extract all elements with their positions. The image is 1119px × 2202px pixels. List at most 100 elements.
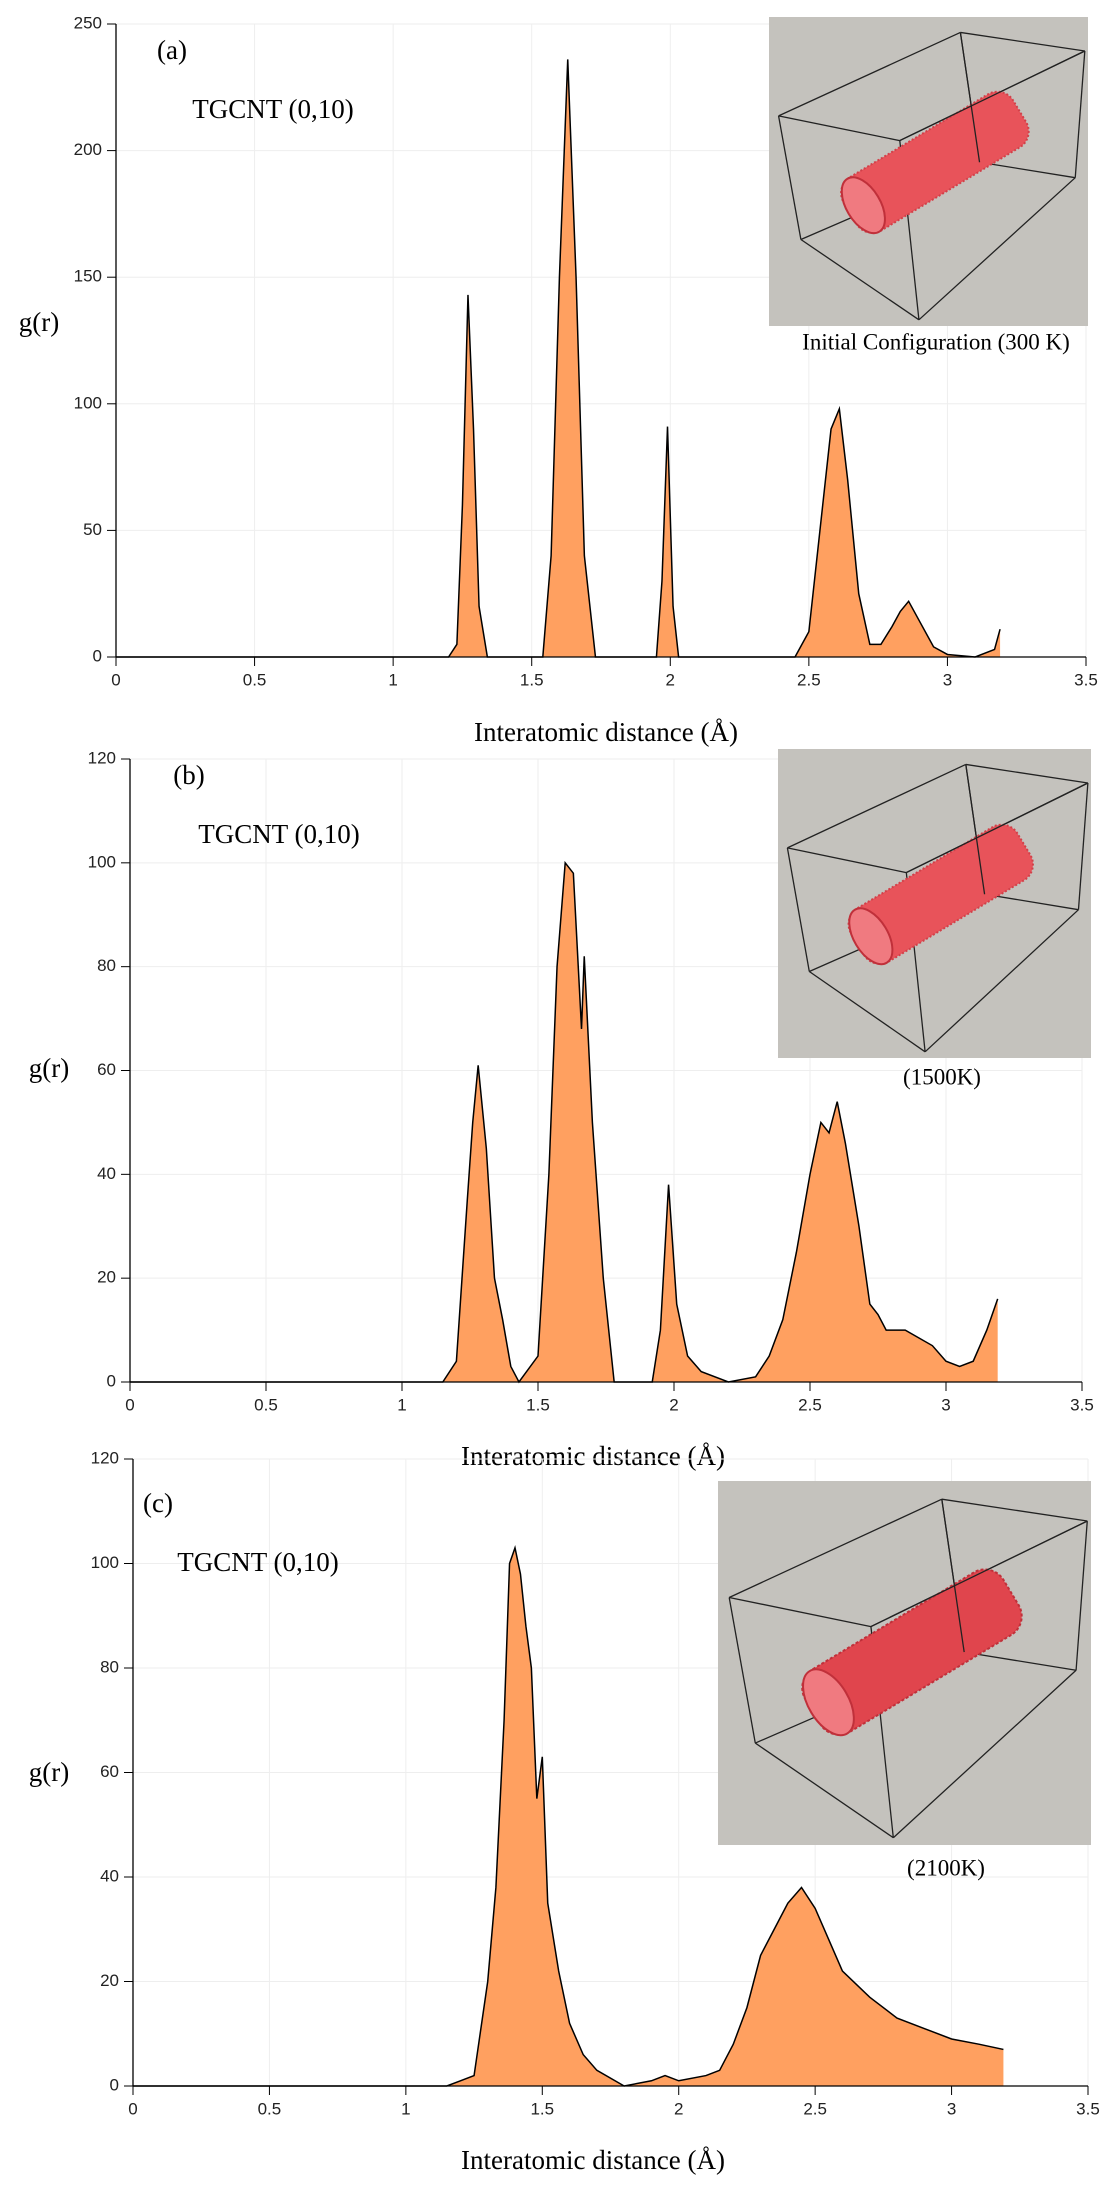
inset-box-edge [924,909,1079,1053]
y-tick-label: 40 [100,1866,119,1885]
inset-box-edge [800,238,920,321]
y-tick-label: 100 [88,852,116,871]
inset-box-edge [754,1742,894,1839]
y-tick-label: 40 [97,1164,116,1183]
x-tick-label: 0 [125,1395,134,1414]
inset-box-edge [892,1669,1077,1839]
x-tick-label: 0 [128,2099,137,2118]
inset-front-edge [941,1499,965,1653]
x-tick-label: 3.5 [1070,1395,1094,1414]
y-axis-label: g(r) [29,1053,69,1083]
area-fill [116,59,1001,658]
y-tick-label: 0 [93,646,102,665]
x-tick-label: 3 [941,1395,950,1414]
x-tick-label: 1 [388,670,397,689]
y-tick-label: 150 [74,267,102,286]
x-tick-label: 2.5 [803,2099,827,2118]
y-tick-label: 100 [74,393,102,412]
y-tick-label: 20 [100,1971,119,1990]
x-tick-label: 1 [397,1395,406,1414]
panel-label: (a) [157,35,187,65]
tube-end [848,907,894,966]
inset-box-edge [1077,782,1089,910]
y-tick-label: 0 [110,2075,119,2094]
y-tick-label: 20 [97,1268,116,1287]
inset-box-edge [777,115,802,240]
y-tick-label: 60 [100,1762,119,1781]
inset-box-edge [778,31,961,117]
x-tick-label: 3 [947,2099,956,2118]
area-line [116,59,1001,658]
tube-end [840,176,886,235]
y-tick-label: 120 [88,748,116,767]
x-tick-label: 3 [943,670,952,689]
x-axis-label: Interatomic distance (Å) [461,2145,725,2175]
inset-box-edge [1075,1520,1088,1671]
x-tick-label: 1 [401,2099,410,2118]
annotation: TGCNT (0,10) [177,1547,339,1577]
inset-front-edge [965,764,986,895]
inset-front-edge [870,1520,1088,1628]
x-axis-label: Interatomic distance (Å) [461,1441,725,1471]
inset-front-edge [899,50,1086,142]
inset-box-edge [984,893,1079,911]
inset-box-edge [728,1597,756,1744]
x-tick-label: 1.5 [530,2099,554,2118]
y-tick-label: 200 [74,140,102,159]
y-tick-label: 80 [97,956,116,975]
panel-label: (b) [173,760,204,790]
x-tick-label: 0.5 [254,1395,278,1414]
inset-box-edge [1074,50,1086,178]
inset-tube [840,90,1030,235]
annotation: TGCNT (0,10) [198,819,360,849]
y-axis-label: g(r) [19,307,59,337]
x-axis-label: Interatomic distance (Å) [474,717,738,747]
inset-box-edge [787,763,967,849]
y-tick-label: 50 [83,520,102,539]
y-tick-label: 80 [100,1657,119,1676]
x-tick-label: 2 [669,1395,678,1414]
x-tick-label: 1.5 [520,670,544,689]
inset-box-edge [979,161,1076,179]
inset-box-edge [960,31,1085,52]
x-tick-label: 2 [674,2099,683,2118]
x-tick-label: 0.5 [243,670,267,689]
y-tick-label: 0 [107,1371,116,1390]
inset-caption: (2100K) [907,1855,985,1880]
inset-box-edge [941,1498,1088,1522]
inset-box-edge [778,115,900,142]
x-tick-label: 2.5 [797,670,821,689]
y-axis-label: g(r) [29,1757,69,1787]
inset-tube [847,823,1034,966]
inset-box-edge [965,763,1088,784]
inset-box-edge [918,177,1076,321]
x-tick-label: 2 [666,670,675,689]
inset-box-edge [728,1498,943,1599]
inset-caption: (1500K) [903,1064,981,1089]
inset-front-edge [959,32,981,163]
y-tick-label: 250 [74,13,102,32]
inset-front-edge [906,782,1089,874]
inset-box-edge [808,970,926,1053]
panel-label: (c) [143,1488,173,1518]
area-fill [130,862,998,1382]
inset-box-edge [964,1651,1077,1671]
area-fill [133,1547,1004,2086]
inset-box-edge [787,847,907,874]
tube-end [802,1668,855,1737]
x-tick-label: 0 [111,670,120,689]
x-tick-label: 2.5 [798,1395,822,1414]
area-line [133,1545,1004,2087]
inset-box-edge [786,847,810,972]
inset-tube [801,1568,1023,1737]
x-tick-label: 1.5 [526,1395,550,1414]
inset-caption: Initial Configuration (300 K) [802,329,1070,354]
y-tick-label: 120 [91,1448,119,1467]
y-tick-label: 100 [91,1553,119,1572]
y-tick-label: 60 [97,1060,116,1079]
inset-box-edge [729,1596,872,1628]
x-tick-label: 3.5 [1076,2099,1100,2118]
annotation: TGCNT (0,10) [192,94,354,124]
x-tick-label: 3.5 [1074,670,1098,689]
